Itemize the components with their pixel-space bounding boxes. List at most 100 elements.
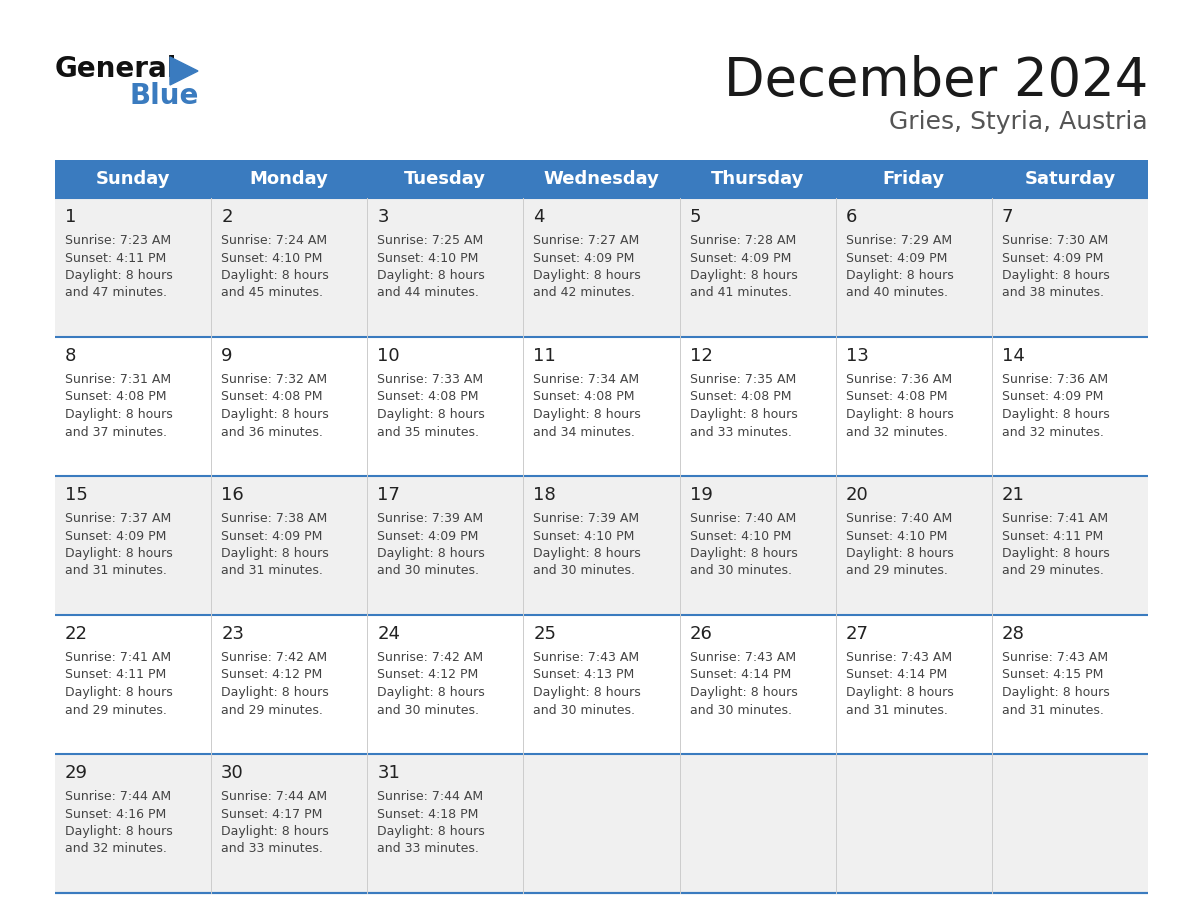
Text: and 29 minutes.: and 29 minutes. bbox=[221, 703, 323, 717]
Text: Sunrise: 7:33 AM: Sunrise: 7:33 AM bbox=[378, 373, 484, 386]
Text: Sunrise: 7:28 AM: Sunrise: 7:28 AM bbox=[689, 234, 796, 247]
Text: 4: 4 bbox=[533, 208, 545, 226]
Text: Daylight: 8 hours: Daylight: 8 hours bbox=[221, 408, 329, 421]
Text: 28: 28 bbox=[1001, 625, 1025, 643]
Text: 30: 30 bbox=[221, 764, 244, 782]
Text: Sunset: 4:10 PM: Sunset: 4:10 PM bbox=[378, 252, 479, 264]
Text: and 31 minutes.: and 31 minutes. bbox=[846, 703, 948, 717]
Text: Sunrise: 7:43 AM: Sunrise: 7:43 AM bbox=[846, 651, 952, 664]
Text: 25: 25 bbox=[533, 625, 556, 643]
Text: 27: 27 bbox=[846, 625, 868, 643]
Text: 18: 18 bbox=[533, 486, 556, 504]
Text: and 35 minutes.: and 35 minutes. bbox=[378, 426, 479, 439]
Text: Sunset: 4:08 PM: Sunset: 4:08 PM bbox=[65, 390, 166, 404]
Text: and 30 minutes.: and 30 minutes. bbox=[378, 565, 479, 577]
Bar bbox=[835, 160, 992, 198]
Text: Tuesday: Tuesday bbox=[404, 170, 486, 188]
Text: Daylight: 8 hours: Daylight: 8 hours bbox=[65, 686, 172, 699]
Text: Sunrise: 7:31 AM: Sunrise: 7:31 AM bbox=[65, 373, 171, 386]
Text: Sunset: 4:11 PM: Sunset: 4:11 PM bbox=[65, 668, 166, 681]
Polygon shape bbox=[170, 57, 198, 85]
Bar bbox=[524, 160, 680, 198]
Text: Sunrise: 7:43 AM: Sunrise: 7:43 AM bbox=[1001, 651, 1108, 664]
Text: Daylight: 8 hours: Daylight: 8 hours bbox=[689, 686, 797, 699]
Text: Sunset: 4:12 PM: Sunset: 4:12 PM bbox=[221, 668, 322, 681]
Text: Daylight: 8 hours: Daylight: 8 hours bbox=[689, 408, 797, 421]
Text: Daylight: 8 hours: Daylight: 8 hours bbox=[378, 547, 485, 560]
Text: Daylight: 8 hours: Daylight: 8 hours bbox=[533, 547, 642, 560]
Bar bbox=[55, 198, 1148, 337]
Text: 7: 7 bbox=[1001, 208, 1013, 226]
Text: Sunset: 4:10 PM: Sunset: 4:10 PM bbox=[533, 530, 634, 543]
Text: 21: 21 bbox=[1001, 486, 1025, 504]
Text: Daylight: 8 hours: Daylight: 8 hours bbox=[221, 825, 329, 838]
Bar bbox=[55, 615, 1148, 754]
Text: Daylight: 8 hours: Daylight: 8 hours bbox=[689, 269, 797, 282]
Text: Daylight: 8 hours: Daylight: 8 hours bbox=[533, 408, 642, 421]
Text: Wednesday: Wednesday bbox=[544, 170, 659, 188]
Text: Thursday: Thursday bbox=[710, 170, 804, 188]
Bar bbox=[55, 160, 211, 198]
Text: Sunset: 4:13 PM: Sunset: 4:13 PM bbox=[533, 668, 634, 681]
Text: and 30 minutes.: and 30 minutes. bbox=[689, 565, 791, 577]
Text: Sunrise: 7:27 AM: Sunrise: 7:27 AM bbox=[533, 234, 639, 247]
Text: Sunrise: 7:42 AM: Sunrise: 7:42 AM bbox=[378, 651, 484, 664]
Text: Daylight: 8 hours: Daylight: 8 hours bbox=[1001, 547, 1110, 560]
Text: Daylight: 8 hours: Daylight: 8 hours bbox=[846, 269, 954, 282]
Text: Sunset: 4:09 PM: Sunset: 4:09 PM bbox=[221, 530, 322, 543]
Text: Daylight: 8 hours: Daylight: 8 hours bbox=[65, 269, 172, 282]
Text: Sunrise: 7:41 AM: Sunrise: 7:41 AM bbox=[1001, 512, 1108, 525]
Text: Sunset: 4:11 PM: Sunset: 4:11 PM bbox=[1001, 530, 1104, 543]
Text: 1: 1 bbox=[65, 208, 76, 226]
Text: Sunset: 4:08 PM: Sunset: 4:08 PM bbox=[533, 390, 634, 404]
Text: Daylight: 8 hours: Daylight: 8 hours bbox=[1001, 269, 1110, 282]
Text: Sunrise: 7:29 AM: Sunrise: 7:29 AM bbox=[846, 234, 952, 247]
Text: Saturday: Saturday bbox=[1024, 170, 1116, 188]
Bar bbox=[367, 160, 524, 198]
Text: and 34 minutes.: and 34 minutes. bbox=[533, 426, 636, 439]
Text: Daylight: 8 hours: Daylight: 8 hours bbox=[65, 408, 172, 421]
Text: Sunrise: 7:40 AM: Sunrise: 7:40 AM bbox=[846, 512, 952, 525]
Bar bbox=[55, 337, 1148, 476]
Text: Sunset: 4:09 PM: Sunset: 4:09 PM bbox=[689, 252, 791, 264]
Text: Sunset: 4:09 PM: Sunset: 4:09 PM bbox=[378, 530, 479, 543]
Text: 2: 2 bbox=[221, 208, 233, 226]
Text: Sunrise: 7:34 AM: Sunrise: 7:34 AM bbox=[533, 373, 639, 386]
Text: 3: 3 bbox=[378, 208, 388, 226]
Text: and 32 minutes.: and 32 minutes. bbox=[846, 426, 948, 439]
Text: Sunset: 4:10 PM: Sunset: 4:10 PM bbox=[846, 530, 947, 543]
Text: Sunrise: 7:44 AM: Sunrise: 7:44 AM bbox=[378, 790, 484, 803]
Text: Blue: Blue bbox=[129, 82, 200, 110]
Text: Gries, Styria, Austria: Gries, Styria, Austria bbox=[890, 110, 1148, 134]
Text: and 41 minutes.: and 41 minutes. bbox=[689, 286, 791, 299]
Text: Sunset: 4:08 PM: Sunset: 4:08 PM bbox=[846, 390, 947, 404]
Text: Daylight: 8 hours: Daylight: 8 hours bbox=[846, 686, 954, 699]
Text: Monday: Monday bbox=[249, 170, 329, 188]
Text: 12: 12 bbox=[689, 347, 713, 365]
Text: and 32 minutes.: and 32 minutes. bbox=[65, 843, 166, 856]
Text: Sunrise: 7:23 AM: Sunrise: 7:23 AM bbox=[65, 234, 171, 247]
Text: and 40 minutes.: and 40 minutes. bbox=[846, 286, 948, 299]
Text: Daylight: 8 hours: Daylight: 8 hours bbox=[689, 547, 797, 560]
Text: and 44 minutes.: and 44 minutes. bbox=[378, 286, 479, 299]
Text: Sunrise: 7:44 AM: Sunrise: 7:44 AM bbox=[65, 790, 171, 803]
Text: 8: 8 bbox=[65, 347, 76, 365]
Text: December 2024: December 2024 bbox=[723, 55, 1148, 107]
Text: Sunset: 4:14 PM: Sunset: 4:14 PM bbox=[689, 668, 791, 681]
Text: and 37 minutes.: and 37 minutes. bbox=[65, 426, 168, 439]
Text: and 33 minutes.: and 33 minutes. bbox=[378, 843, 479, 856]
Text: Sunrise: 7:39 AM: Sunrise: 7:39 AM bbox=[533, 512, 639, 525]
Bar bbox=[680, 160, 835, 198]
Text: Daylight: 8 hours: Daylight: 8 hours bbox=[378, 686, 485, 699]
Text: and 29 minutes.: and 29 minutes. bbox=[65, 703, 166, 717]
Text: Sunrise: 7:41 AM: Sunrise: 7:41 AM bbox=[65, 651, 171, 664]
Text: 10: 10 bbox=[378, 347, 400, 365]
Text: Sunset: 4:09 PM: Sunset: 4:09 PM bbox=[1001, 252, 1104, 264]
Text: Sunrise: 7:42 AM: Sunrise: 7:42 AM bbox=[221, 651, 327, 664]
Text: Daylight: 8 hours: Daylight: 8 hours bbox=[221, 547, 329, 560]
Text: Sunrise: 7:36 AM: Sunrise: 7:36 AM bbox=[1001, 373, 1108, 386]
Text: Daylight: 8 hours: Daylight: 8 hours bbox=[378, 825, 485, 838]
Text: and 30 minutes.: and 30 minutes. bbox=[378, 703, 479, 717]
Text: 14: 14 bbox=[1001, 347, 1025, 365]
Text: and 33 minutes.: and 33 minutes. bbox=[221, 843, 323, 856]
